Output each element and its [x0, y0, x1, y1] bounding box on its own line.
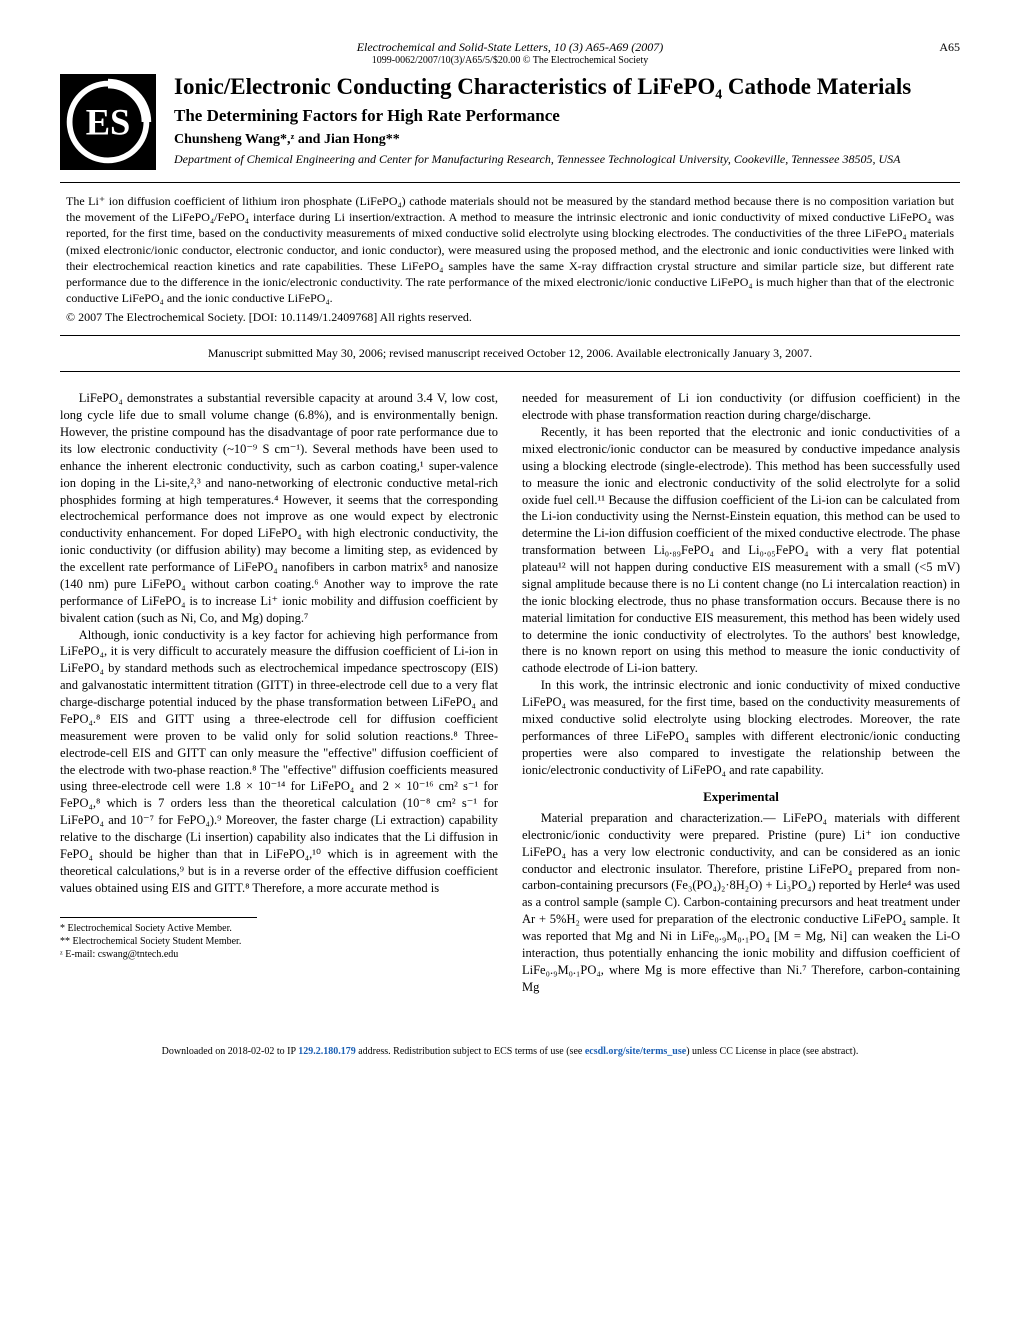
journal-header-sub: 1099-0062/2007/10(3)/A65/5/$20.00 © The … [60, 55, 960, 66]
svg-text:ES: ES [86, 101, 131, 142]
footer-prefix: Downloaded on 2018-02-02 to IP [162, 1046, 299, 1057]
body-paragraph: LiFePO₄ demonstrates a substantial rever… [60, 390, 498, 626]
article-subtitle: The Determining Factors for High Rate Pe… [174, 106, 960, 126]
footer-mid: address. Redistribution subject to ECS t… [356, 1046, 585, 1057]
authors: Chunsheng Wang*,ᶻ and Jian Hong** [174, 132, 960, 148]
download-footer: Downloaded on 2018-02-02 to IP 129.2.180… [60, 1046, 960, 1057]
page-number: A65 [939, 40, 960, 55]
footer-suffix: ) unless CC License in place (see abstra… [686, 1046, 858, 1057]
footer-ip: 129.2.180.179 [298, 1046, 356, 1057]
body-paragraph: In this work, the intrinsic electronic a… [522, 677, 960, 778]
ecs-logo-icon: ES [60, 74, 156, 170]
rule [60, 335, 960, 336]
affiliation: Department of Chemical Engineering and C… [174, 152, 960, 168]
body-paragraph: Although, ionic conductivity is a key fa… [60, 627, 498, 897]
body-paragraph: needed for measurement of Li ion conduct… [522, 390, 960, 424]
rule [60, 182, 960, 183]
journal-header-main: Electrochemical and Solid-State Letters,… [60, 40, 960, 55]
body-paragraph: Material preparation and characterizatio… [522, 810, 960, 996]
doi-line: © 2007 The Electrochemical Society. [DOI… [66, 310, 954, 325]
footnote: ** Electrochemical Society Student Membe… [60, 935, 257, 948]
left-column: LiFePO₄ demonstrates a substantial rever… [60, 390, 498, 995]
section-heading-experimental: Experimental [522, 788, 960, 806]
right-column: needed for measurement of Li ion conduct… [522, 390, 960, 995]
footnote: ᶻ E-mail: cswang@tntech.edu [60, 948, 257, 961]
rule [60, 371, 960, 372]
footnote: * Electrochemical Society Active Member. [60, 922, 257, 935]
body-paragraph: Recently, it has been reported that the … [522, 424, 960, 677]
manuscript-dates: Manuscript submitted May 30, 2006; revis… [60, 346, 960, 361]
footer-terms-link[interactable]: ecsdl.org/site/terms_use [585, 1046, 686, 1057]
abstract: The Li⁺ ion diffusion coefficient of lit… [66, 193, 954, 306]
footnotes: * Electrochemical Society Active Member.… [60, 917, 257, 961]
article-title: Ionic/Electronic Conducting Characterist… [174, 74, 960, 100]
